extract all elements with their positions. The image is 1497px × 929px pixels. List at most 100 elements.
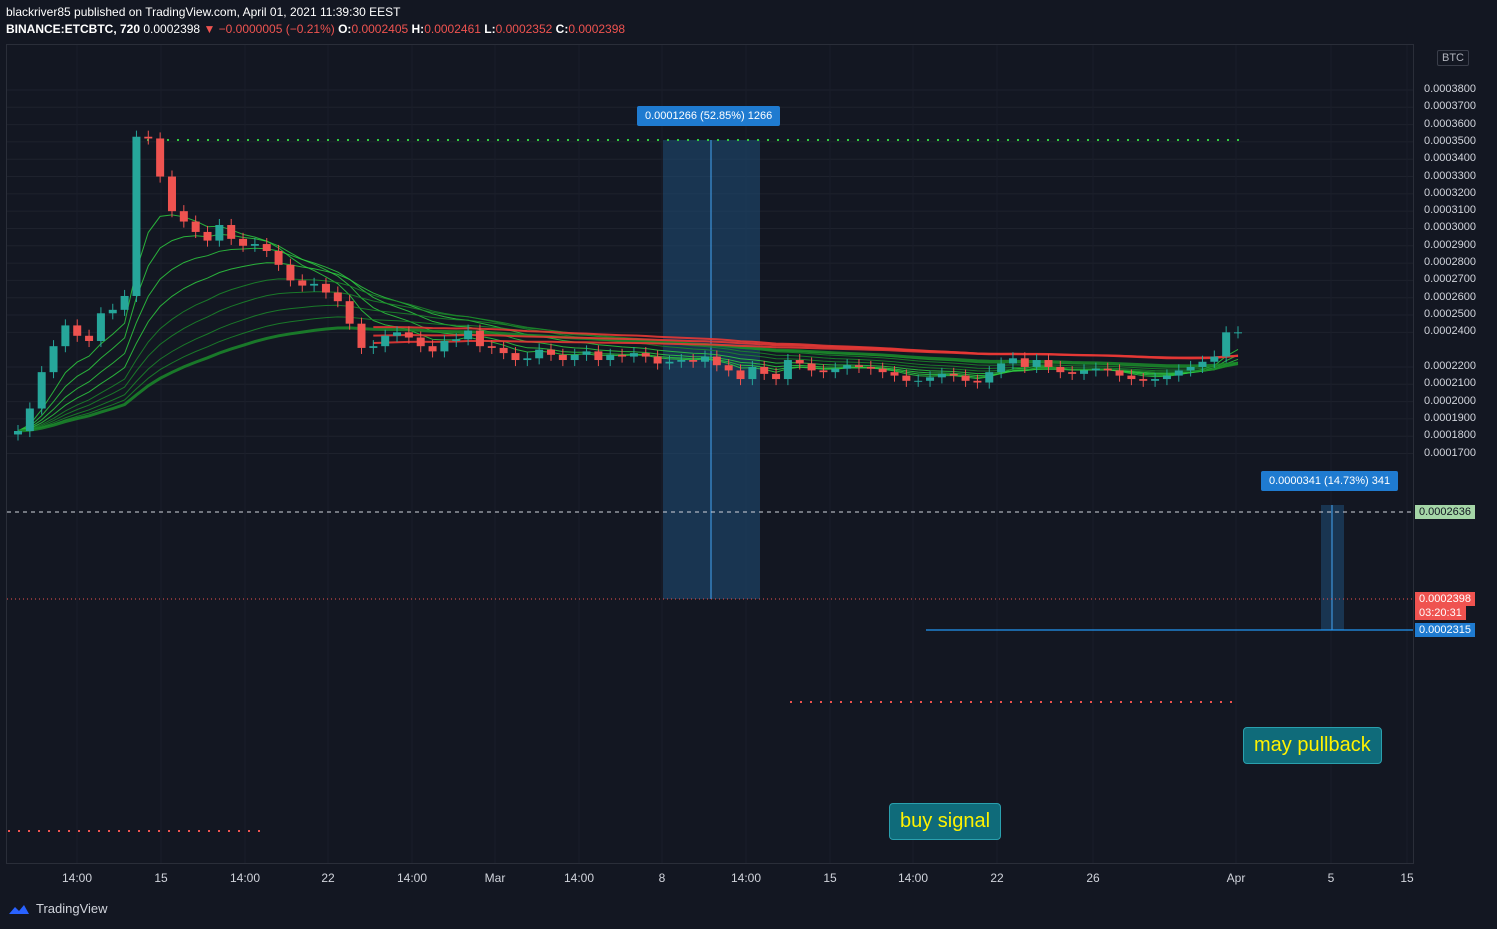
y-tick-label: 0.0003500 [1424,134,1476,147]
candle-body [298,280,307,286]
publish-info: blackriver85 published on TradingView.co… [6,5,401,19]
low-value: 0.0002352 [495,22,553,36]
x-tick-label: 14:00 [229,871,261,885]
ema-ribbon-red-line [373,340,1239,359]
candle-body [937,373,946,378]
candle-body [1222,332,1231,357]
candle-body [14,430,22,435]
candle-body [1068,372,1077,374]
close-value: 0.0002398 [568,22,626,36]
chart-frame[interactable] [6,44,1414,864]
candle-body [949,373,958,376]
measure-label-2[interactable]: 0.0000341 (14.73%) 341 [1261,471,1399,491]
candle-body [1115,370,1124,376]
candle-body [973,380,982,383]
candle-body [1056,366,1065,373]
y-tick-label: 0.0003600 [1424,117,1476,130]
candle-body [381,335,390,347]
candle-body [582,351,591,355]
candle-body [167,176,176,212]
candle-body [191,221,200,232]
candle-body [653,356,662,364]
pullback-callout[interactable]: may pullback [1243,727,1382,764]
price-change: ▼ −0.0000005 (−0.21%) [203,22,335,36]
candle-body [902,375,911,381]
candle-body [357,323,366,348]
x-tick-label: 14:00 [897,871,929,885]
candle-body [452,339,461,341]
x-tick-label: Apr [1226,871,1246,885]
candle-body [464,330,473,340]
candle-body [523,358,532,361]
candle-body [179,211,188,222]
candle-body [558,354,567,361]
y-tick-label: 0.0003400 [1424,152,1476,165]
candle-body [606,354,615,361]
y-tick-label: 0.0002400 [1424,325,1476,338]
price-tag-blue-line: 0.0002315 [1415,623,1475,637]
y-tick-label: 0.0003800 [1424,83,1476,95]
candle-body [831,368,840,373]
open-label: O: [338,22,352,36]
candle-body [1127,375,1136,380]
y-tick-label: 0.0002900 [1424,238,1476,251]
candle-body [144,136,153,139]
y-tick-label: 0.0003300 [1424,169,1476,182]
tradingview-logo-icon [9,904,29,914]
candle-body [629,353,638,357]
candle-body [1174,370,1183,376]
currency-unit-label[interactable]: BTC [1437,50,1469,66]
candle-body [736,370,745,380]
candle-body [961,375,970,381]
candle-body [783,360,792,380]
candle-body [1186,366,1195,371]
ema-ribbon-red-line [373,333,1239,359]
x-tick-label: 22 [990,871,1004,885]
y-tick-label: 0.0002200 [1424,359,1476,372]
footer-brand[interactable]: TradingView [8,901,108,916]
candle-body [85,335,94,341]
buy-signal-callout[interactable]: buy signal [889,803,1002,840]
y-tick-label: 0.0003700 [1424,100,1476,113]
x-tick-label: 14:00 [396,871,428,885]
candle-body [274,250,283,265]
candle-body [61,325,70,347]
candle-body [487,346,496,348]
ema-ribbon-line [17,316,1239,432]
x-tick-label: 8 [658,871,666,885]
price-tag-current: 0.0002398 [1415,592,1475,606]
candle-body [1162,375,1171,380]
candle-body [724,365,733,371]
y-tick-label: 0.0002800 [1424,256,1476,269]
x-tick-label: 14:00 [61,871,93,885]
candle-body [96,313,105,341]
candle-body [156,138,165,177]
symbol-label: BINANCE:ETCBTC, 720 [6,22,141,36]
y-tick-label: 0.0003000 [1424,221,1476,234]
y-tick-label: 0.0003200 [1424,186,1476,199]
y-tick-label: 0.0002000 [1424,394,1476,407]
candle-body [1103,368,1112,371]
ema-ribbon-line [17,214,1239,432]
candle-body [1044,360,1053,367]
candle-body [772,373,781,380]
candle-body [795,360,804,364]
candle-body [321,283,330,293]
candle-body [712,356,721,366]
candle-body [227,225,236,239]
candle-body [49,346,58,373]
candle-body [404,332,413,338]
y-tick-label: 0.0002600 [1424,290,1476,303]
candle-body [1091,368,1100,371]
measure-label-1[interactable]: 0.0001266 (52.85%) 1266 [637,106,781,126]
candle-body [641,353,650,357]
candle-body [760,366,769,374]
candle-body [594,351,603,361]
candle-body [262,244,271,251]
x-tick-label: 15 [1400,871,1414,885]
candle-body [475,330,484,347]
candle-body [618,354,627,357]
high-label: H: [411,22,425,36]
x-tick-label: 26 [1086,871,1100,885]
